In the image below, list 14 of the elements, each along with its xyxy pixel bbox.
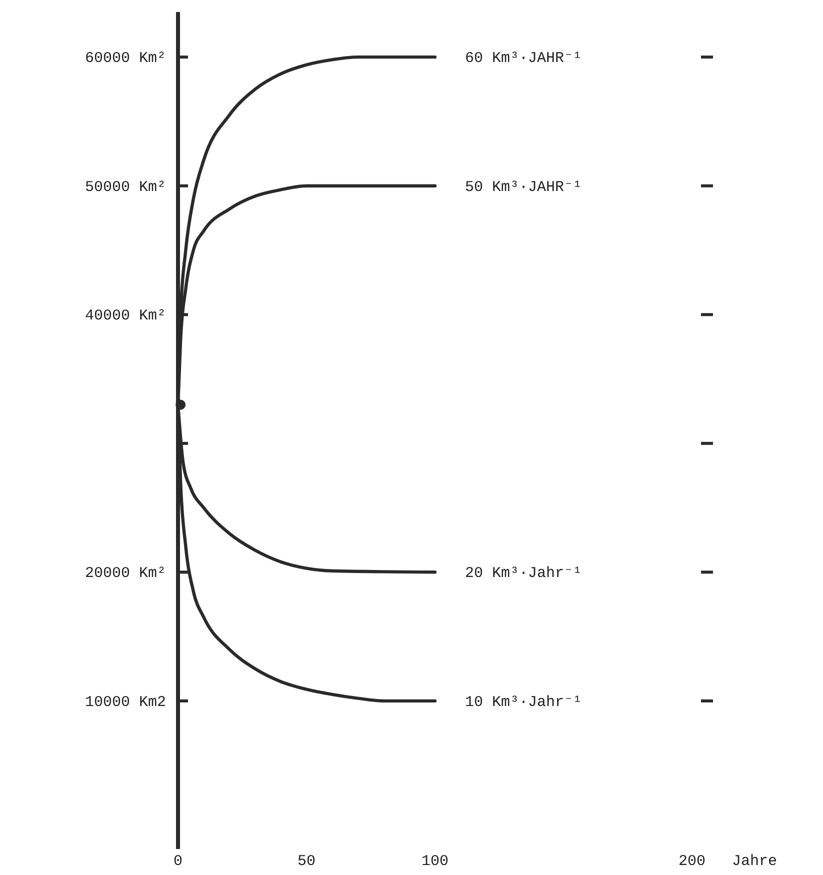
y-tick-label: 50000 Km² — [84, 178, 166, 196]
x-tick-label: 0 — [173, 853, 183, 870]
text: 50 Km³·JAHR⁻¹ — [465, 178, 582, 196]
text: 60 Km³·JAHR⁻¹ — [465, 50, 582, 68]
x-axis-title: Jahre — [732, 853, 778, 870]
text: 10 Km³·Jahr⁻¹ — [465, 694, 582, 711]
y-tick-label: 20000 Km² — [84, 565, 166, 582]
x-tick-label: 50 — [297, 853, 316, 870]
y-tick-label: 10000 Km2 — [84, 694, 166, 711]
x-tick-label: 200 — [678, 853, 706, 870]
y-tick-label: 40000 Km² — [84, 308, 166, 325]
text: 20 Km³·Jahr⁻¹ — [465, 565, 582, 582]
y-tick-label: 60000 Km² — [84, 50, 166, 68]
x-tick-label: 100 — [421, 853, 449, 870]
